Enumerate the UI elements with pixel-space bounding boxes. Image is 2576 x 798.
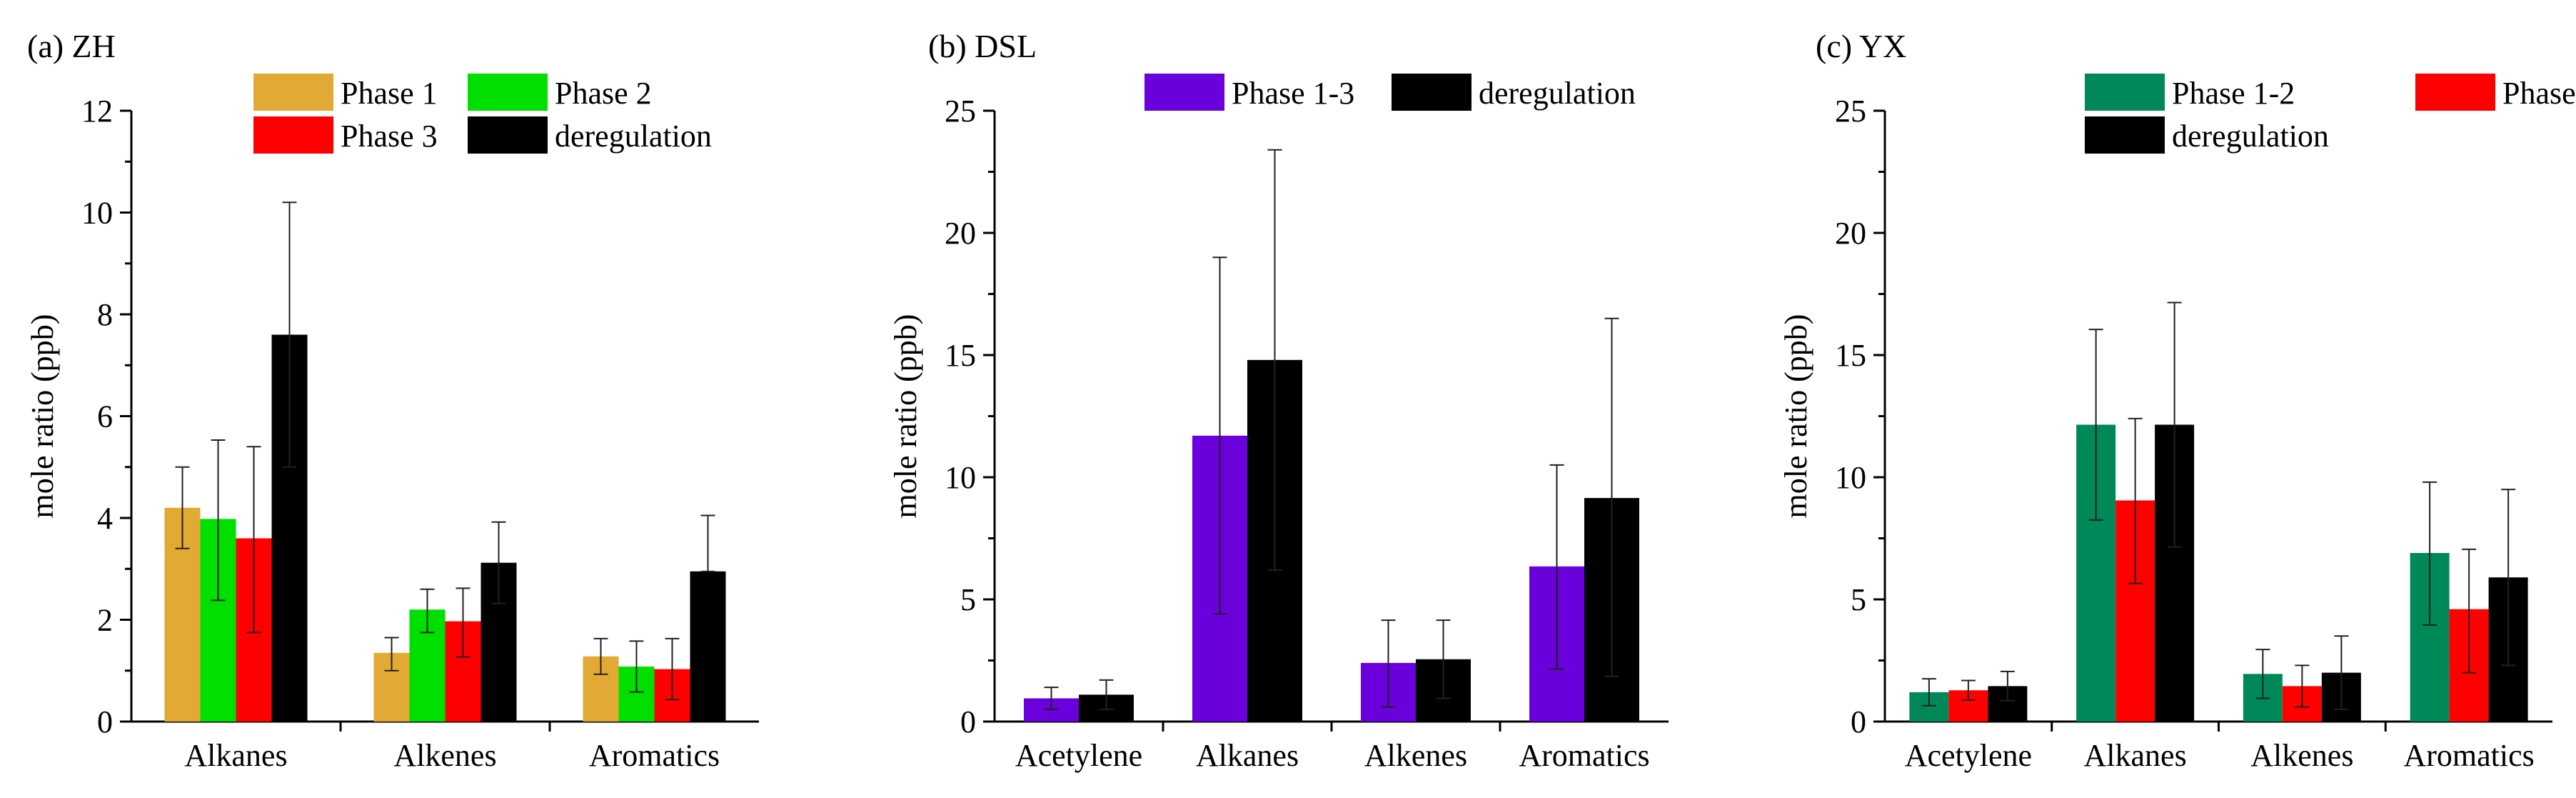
legend: Phase 1 Phase 2 Phase 3 deregulation [253,74,712,154]
y-tick-label: 20 [1835,216,1866,251]
y-tick-label: 15 [1835,338,1866,373]
y-tick-label: 25 [945,94,976,129]
panel-title: (a) ZH [27,28,116,64]
legend-label: Phase 1-3 [1232,76,1354,111]
y-tick-label: 4 [97,501,113,536]
legend-swatch [2085,74,2165,111]
legend-swatch [468,74,548,111]
x-tick-label: Alkenes [393,738,496,773]
x-tick-label: Alkenes [2250,738,2353,773]
y-tick-label: 12 [81,94,113,129]
y-tick-label: 5 [960,582,976,617]
y-axis-label: mole ratio (ppb) [25,314,60,519]
x-tick-label: Acetylene [1015,738,1142,773]
x-tick-label: Aromatics [2403,738,2534,773]
y-tick-label: 0 [97,704,113,739]
y-tick-label: 6 [97,399,113,434]
y-tick-label: 0 [1851,704,1866,739]
bar-deregulation [690,571,726,722]
x-tick-label: Aromatics [589,738,720,773]
legend-label: Phase 3 [341,119,438,154]
x-tick-label: Alkanes [2084,738,2187,773]
legend-label: Phase 2 [555,76,652,111]
chart-panel-3: (c) YX mole ratio (ppb) 0 5 10 15 20 25 Acetylen… [1778,28,2576,773]
chart-panel-1: (a) ZH mole ratio (ppb) 0 2 4 6 8 10 12 Alkanes Al… [25,28,759,773]
legend-swatch [2085,116,2165,154]
y-tick-label: 20 [945,216,976,251]
legend-swatch [1392,74,1471,111]
y-tick-label: 2 [97,603,113,638]
y-tick-label: 25 [1835,94,1866,129]
legend-swatch [2415,74,2495,111]
y-tick-label: 10 [945,460,976,495]
chart-panel-2: (b) DSL mole ratio (ppb) 0 5 10 15 20 25 Acetyle… [888,28,1669,773]
x-tick-label: Alkanes [1196,738,1299,773]
y-tick-label: 15 [945,338,976,373]
legend: Phase 1-3 deregulation [1144,74,1636,111]
legend-swatch [468,116,548,154]
legend-swatch [1144,74,1224,111]
x-tick-label: Aromatics [1519,738,1649,773]
x-tick-label: Acetylene [1905,738,2032,773]
legend-swatch [253,74,333,111]
y-tick-label: 10 [1835,460,1866,495]
x-tick-label: Alkenes [1364,738,1467,773]
y-tick-label: 5 [1851,582,1866,617]
x-tick-label: Alkanes [184,738,287,773]
y-axis-label: mole ratio (ppb) [888,314,923,519]
y-axis-label: mole ratio (ppb) [1778,314,1813,519]
legend-label: deregulation [1479,76,1636,111]
y-tick-label: 8 [97,297,113,332]
legend-label: Phase 3 [2502,76,2576,111]
legend: Phase 1-2 Phase 3 deregulation [2085,74,2576,154]
legend-label: deregulation [555,119,712,154]
legend-label: Phase 1 [341,76,438,111]
legend-label: deregulation [2172,119,2329,154]
legend-swatch [253,116,333,154]
y-tick-label: 0 [960,704,976,739]
panel-title: (b) DSL [928,28,1037,64]
legend-label: Phase 1-2 [2172,76,2295,111]
panel-title: (c) YX [1816,28,1906,64]
y-tick-label: 10 [81,196,113,231]
